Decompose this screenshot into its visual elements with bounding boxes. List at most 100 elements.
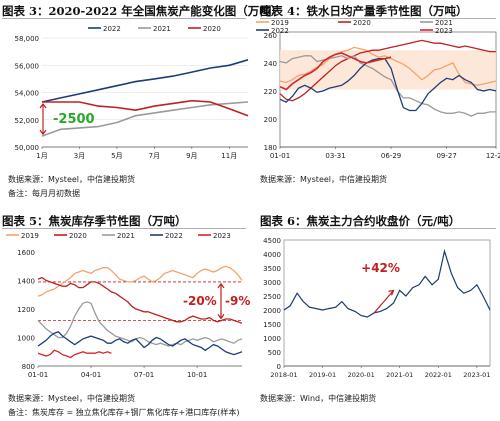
figure-5-title-rule [2,228,246,229]
figure-4-panel: 图表 4：铁水日均产量季节性图（万吨） 180 200 220 240 260 01-01… [250,0,500,210]
chart3-ytick-label-4: 58,000 [15,35,40,43]
chart3-xtick-label-3: 7月 [149,152,160,160]
chart5-ytick-label-2: 1200 [17,306,35,314]
chart5-legend-label-3: 2022 [165,232,183,240]
figure-5-title: 图表 5：焦炭库存季节性图（万吨） [2,214,187,228]
chart3-ytick-label-3: 56,000 [15,62,40,70]
chart6-annotation-label: +42% [361,261,400,275]
figure-4-source: 数据来源：Mysteel，中信建投期货 [260,175,388,184]
figure-5-chart: 800 1000 1200 1400 1600 01-01 04-01 07-01 10-01 2… [6,232,250,379]
chart6-plot-frame [283,239,491,367]
chart5-legend-label-0: 2019 [21,232,39,240]
chart5-series-2021-line [37,301,243,347]
chart6-annotation-arrowhead [388,289,395,296]
figure-6-title: 图表 6：焦炭主力合约收盘价（元/吨） [260,214,461,228]
chart6-xtick-label-5: 2023-01 [463,371,490,379]
figure-3-title: 图表 3：2020-2022 年全国焦炭产能变化图（万吨） [2,4,283,18]
chart5-annotation-arrowhead-down [217,314,225,320]
chart6-xtick-label-1: 2019-01 [309,371,336,379]
chart3-legend-label-2: 2020 [203,25,221,33]
chart6-ytick-label-3: 1500 [263,321,281,329]
chart5-ytick-label-3: 1400 [17,278,35,286]
chart6-ytick-label-8: 4000 [263,251,281,259]
chart4-row1-legend-label-0: 2019 [271,20,289,27]
chart3-annotation-arrowhead-up [39,103,47,109]
chart4-row1-legend-label-2: 2021 [435,20,453,27]
chart4-xtick-label-2: 06-29 [381,152,401,160]
chart5-legend-label-1: 2020 [69,232,87,240]
chart5-legend-label-4: 2023 [213,232,231,240]
figure-5-panel: 图表 5：焦炭库存季节性图（万吨） 800 1000 1200 1400 1600 01-… [0,210,250,421]
chart5-ytick-label-4: 1600 [17,249,35,257]
chart4-ytick-label-2: 220 [264,88,277,96]
chart4-xtick-label-1: 03-31 [325,152,345,160]
chart3-xtick-label-5: 11月 [221,152,237,160]
chart5-series-2019-line [37,265,243,297]
chart3-legend-label-1: 2021 [153,25,171,33]
chart5-ytick-label-1: 1000 [17,335,35,343]
chart4-xtick-label-3: 09-27 [436,152,456,160]
chart4-ytick-label-3: 240 [264,60,277,68]
chart6-ytick-label-6: 3000 [263,279,281,287]
chart3-series-2020-line [42,99,249,117]
chart4-series-2021-line [279,55,496,117]
chart4-series-2020-line [279,39,496,102]
chart6-ytick-label-7: 3500 [263,265,281,273]
chart5-xtick-label-3: 10-01 [187,371,207,379]
chart3-annotation-arrowhead-down [39,129,47,136]
chart5-annotation-label-1: -9% [225,294,250,308]
chart5-annotation-arrowhead-up [217,282,225,289]
chart4-ytick-label-4: 260 [264,32,277,40]
chart6-ytick-label-2: 1000 [263,335,281,343]
chart3-series-2021-line [41,101,249,137]
chart5-series-2020-line [37,276,243,324]
chart5-legend-label-2: 2021 [117,232,135,240]
chart6-xtick-label-2: 2020-01 [348,371,375,379]
chart4-xtick-label-4: 12-26 [486,152,500,160]
chart4-row1-legend-label-1: 2020 [353,20,371,27]
chart3-ytick-label-1: 52,000 [15,117,40,125]
chart3-ytick-label-2: 54,000 [15,90,40,98]
chart6-xtick-label-4: 2022-01 [425,371,452,379]
figure-4-chart: 180 200 220 240 260 01-01 03-31 06-29 09-27 12-26… [256,20,500,160]
figure-3-chart: 50,000 52,000 54,000 56,000 58,000 1月 3月 5月 7月 9月… [15,25,249,160]
chart5-series-2023-line [37,349,112,359]
figure-6-chart: 0 500 1000 1500 2000 2500 3000 3500 4000 4500 2018… [263,237,491,379]
chart3-annotation-label: -2500 [53,112,95,127]
chart4-ytick-label-1: 200 [264,116,277,124]
chart6-xtick-label-3: 2021-01 [386,371,413,379]
chart3-xtick-label-2: 5月 [111,152,122,160]
chart4-ytick-label-0: 180 [264,144,277,152]
chart5-ytick-label-0: 800 [22,363,35,371]
chart5-xtick-label-0: 01-01 [28,371,48,379]
chart3-ytick-label-0: 50,000 [15,144,40,152]
chart6-ytick-label-4: 2000 [263,307,281,315]
chart5-series-2022-line [37,331,243,356]
chart4-row2-legend-label-0: 2022 [271,27,289,35]
figure-5-source: 数据来源：Mysteel，中信建投期货 [8,394,136,403]
chart3-xtick-label-0: 1月 [36,152,47,160]
chart6-ytick-label-0: 0 [277,363,281,371]
chart5-annotation-label-0: -20% [183,294,217,308]
figure-3-note: 备注：每月月初数据 [8,189,80,198]
chart4-row2-legend-label-1: 2023 [435,27,453,35]
chart3-xtick-label-4: 9月 [186,152,197,160]
chart6-ytick-label-9: 4500 [263,237,281,245]
chart3-series-2022-line [41,59,249,103]
figure-3-source: 数据来源：Mysteel，中信建投期货 [8,175,136,184]
figure-3-title-rule [2,18,246,19]
chart6-price-line [283,248,491,318]
chart4-xtick-label-0: 01-01 [270,152,290,160]
figure-6-panel: 图表 6：焦炭主力合约收盘价（元/吨） 0 500 1000 1500 2000 2500… [250,210,500,421]
chart5-xtick-label-1: 04-01 [81,371,101,379]
chart6-ytick-label-1: 500 [268,349,281,357]
figure-4-title-rule [260,18,496,19]
chart4-series-2022-line [279,57,497,112]
figure-5-note: 备注：焦炭库存 = 独立焦化库存+钢厂焦化库存+港口库存(样本) [8,408,240,417]
chart5-xtick-label-2: 07-01 [134,371,154,379]
chart4-series-2023-line [279,52,392,91]
figure-4-title: 图表 4：铁水日均产量季节性图（万吨） [260,4,468,18]
figure-6-title-rule [260,228,496,229]
figure-6-source: 数据来源：Wind，中信建投期货 [260,394,377,403]
chart6-ytick-label-5: 2500 [263,293,281,301]
